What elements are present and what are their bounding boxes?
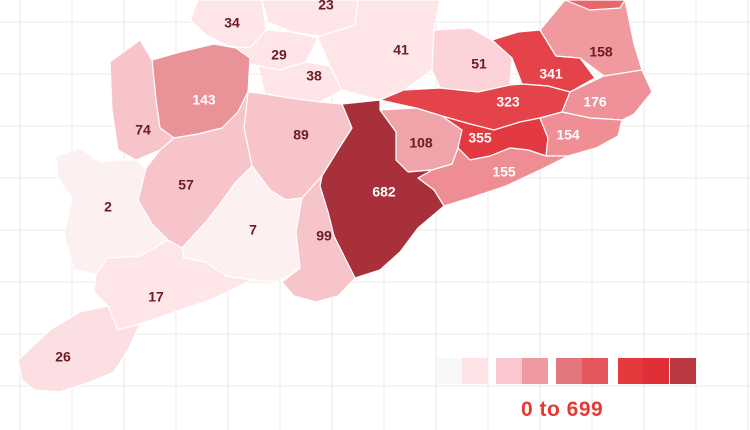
- legend-swatch: [582, 358, 608, 384]
- district-value-label: 17: [148, 289, 164, 305]
- district-value-label: 154: [556, 127, 580, 143]
- district-value-label: 99: [316, 228, 332, 244]
- district-value-label: 23: [318, 0, 334, 13]
- district-value-label: 682: [372, 184, 396, 200]
- value-range-label: 0 to 699: [521, 398, 604, 421]
- legend-swatch: [522, 358, 548, 384]
- district-value-label: 143: [192, 92, 216, 108]
- district-value-label: 74: [135, 122, 151, 138]
- district-value-label: 108: [409, 135, 433, 151]
- district-value-label: 201: [595, 0, 619, 1]
- district-value-label: 341: [539, 66, 563, 82]
- district-value-label: 155: [492, 164, 516, 180]
- district-value-label: 323: [496, 94, 520, 110]
- district-region-99[interactable]: [281, 175, 356, 303]
- district-region-154[interactable]: [539, 111, 623, 157]
- legend-swatch: [643, 358, 669, 384]
- district-value-label: 158: [589, 44, 613, 60]
- district-value-label: 26: [55, 349, 71, 365]
- district-value-label: 34: [224, 15, 240, 31]
- district-value-label: 89: [293, 127, 309, 143]
- legend-swatch: [437, 358, 463, 384]
- district-value-label: 2: [104, 199, 112, 215]
- legend-swatch: [462, 358, 488, 384]
- district-value-label: 51: [471, 56, 487, 72]
- district-region-26[interactable]: [17, 305, 141, 393]
- district-value-label: 355: [468, 130, 492, 146]
- district-region-341[interactable]: [491, 29, 596, 93]
- legend-swatch: [556, 358, 582, 384]
- district-value-label: 7: [249, 222, 257, 238]
- legend-swatch: [618, 358, 644, 384]
- district-value-label: 41: [393, 42, 409, 58]
- legend-swatch: [670, 358, 696, 384]
- district-value-label: 176: [583, 94, 607, 110]
- district-region-201[interactable]: [564, 0, 626, 11]
- district-value-label: 38: [306, 68, 322, 84]
- district-value-label: 57: [178, 177, 194, 193]
- district-value-label: 29: [271, 47, 287, 63]
- legend-swatch: [496, 358, 522, 384]
